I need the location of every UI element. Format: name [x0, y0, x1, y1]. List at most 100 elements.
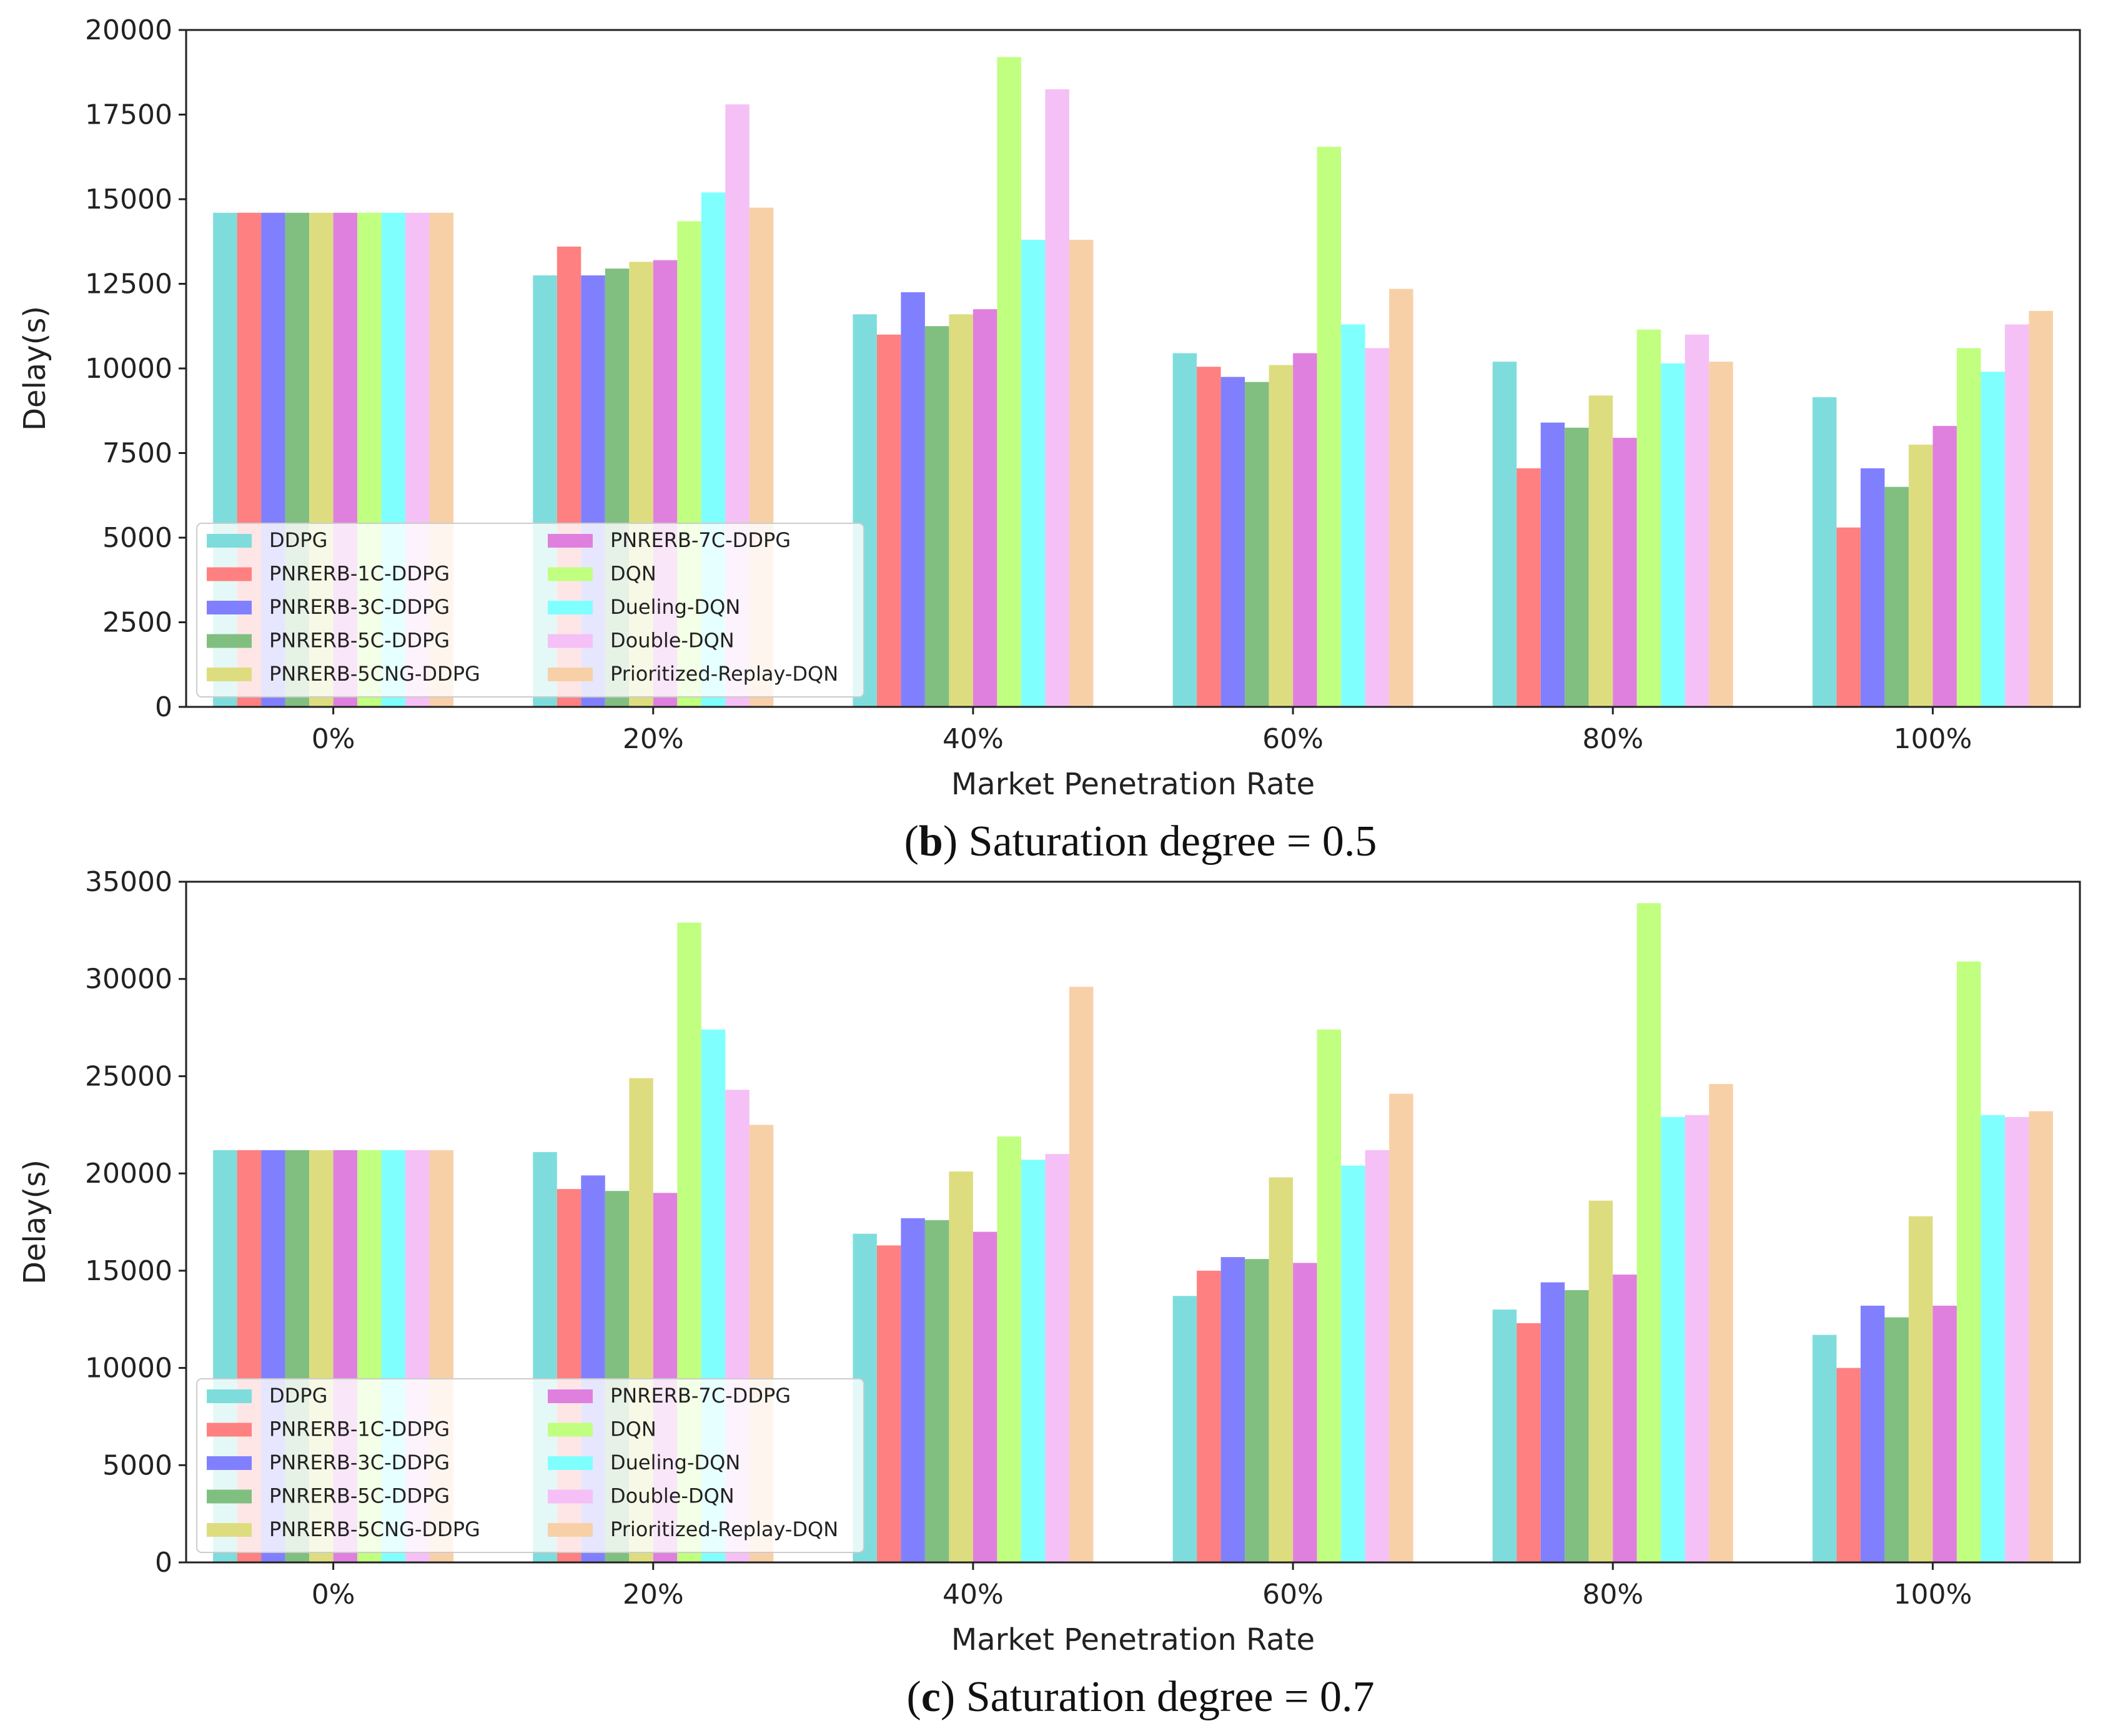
bar-dueling-dqn-40pct [1021, 240, 1046, 707]
bar-pnrerb-1c-ddpg-40pct [876, 334, 901, 707]
bar-pnrerb-7c-ddpg-40pct [972, 1231, 997, 1562]
bar-pnrerb-1c-ddpg-80pct [1517, 1323, 1541, 1562]
legend-label: Double-DQN [610, 629, 735, 653]
bar-pnrerb-1c-ddpg-60pct [1197, 1270, 1221, 1562]
legend-swatch [548, 601, 593, 614]
bar-prioritized-replay-dqn-60pct [1389, 1093, 1413, 1562]
bar-prioritized-replay-dqn-100pct [2029, 1111, 2053, 1562]
legend-swatch [548, 567, 593, 581]
chart-saturation-0.7: 0 5000 10000 15000 20000 25000 30000 35000 0% 20%… [17, 866, 2081, 1657]
legend-box [196, 523, 864, 698]
y-tick-label: 7500 [102, 438, 172, 470]
y-tick-label: 15000 [85, 1255, 172, 1287]
bar-pnrerb-5cng-ddpg-80pct [1588, 395, 1613, 707]
bar-dueling-dqn-80pct [1661, 363, 1685, 707]
y-tick-label: 20000 [85, 14, 172, 46]
bar-pnrerb-5c-ddpg-40pct [924, 1220, 949, 1562]
bar-double-dqn-80pct [1685, 334, 1710, 707]
bar-pnrerb-5cng-ddpg-40pct [949, 1171, 973, 1562]
legend-label: PNRERB-7C-DDPG [610, 1384, 791, 1408]
y-tick-label: 15000 [85, 184, 172, 215]
bar-pnrerb-1c-ddpg-100pct [1836, 527, 1861, 707]
legend-item: DQN [548, 1418, 656, 1441]
plot-frame [185, 880, 2081, 1564]
legend-item: Prioritized-Replay-DQN [548, 1517, 838, 1541]
bar-pnrerb-7c-ddpg-40pct [972, 309, 997, 708]
bar-ddpg-80pct [1492, 362, 1517, 707]
legend-swatch [548, 668, 593, 681]
y-tick-label: 5000 [102, 1449, 172, 1481]
bar-pnrerb-5cng-ddpg-100pct [1908, 1216, 1933, 1562]
legend-label: PNRERB-5C-DDPG [269, 1484, 450, 1508]
bar-double-dqn-100pct [2004, 324, 2029, 707]
legend-label: Prioritized-Replay-DQN [610, 662, 838, 686]
bar-pnrerb-5cng-ddpg-80pct [1588, 1200, 1613, 1562]
bar-dueling-dqn-80pct [1661, 1117, 1685, 1562]
x-tick-label: 0% [312, 1579, 355, 1610]
bar-pnrerb-7c-ddpg-80pct [1613, 438, 1637, 707]
legend-swatch [207, 534, 252, 548]
bar-double-dqn-60pct [1365, 348, 1390, 707]
legend-label: PNRERB-5CNG-DDPG [269, 662, 480, 686]
bar-dqn-100pct [1956, 348, 1981, 707]
bar-pnrerb-5cng-ddpg-100pct [1908, 445, 1933, 707]
legend-label: Dueling-DQN [610, 1451, 740, 1474]
bar-double-dqn-80pct [1685, 1115, 1710, 1562]
bar-dueling-dqn-60pct [1341, 1165, 1365, 1562]
legend-swatch [207, 634, 252, 648]
legend-item: Double-DQN [548, 1484, 735, 1508]
y-tick-label: 17500 [85, 99, 172, 131]
x-tick-label: 60% [1262, 1579, 1324, 1610]
bar-prioritized-replay-dqn-100pct [2029, 310, 2053, 707]
bar-pnrerb-7c-ddpg-60pct [1293, 1263, 1317, 1562]
legend-label: Double-DQN [610, 1484, 735, 1508]
bar-pnrerb-5c-ddpg-100pct [1884, 486, 1909, 707]
bar-pnrerb-7c-ddpg-100pct [1932, 1305, 1957, 1562]
bar-pnrerb-5c-ddpg-60pct [1245, 1259, 1269, 1562]
bar-pnrerb-3c-ddpg-60pct [1220, 377, 1245, 707]
y-tick-label: 5000 [102, 522, 172, 554]
x-tick-label: 60% [1262, 723, 1324, 755]
bar-pnrerb-3c-ddpg-80pct [1540, 1282, 1565, 1562]
legend-swatch [207, 1456, 252, 1470]
bar-dqn-80pct [1636, 903, 1661, 1562]
legend-label: Dueling-DQN [610, 595, 740, 619]
bar-pnrerb-3c-ddpg-40pct [901, 1218, 925, 1562]
y-tick-label: 2500 [102, 607, 172, 639]
bar-pnrerb-5cng-ddpg-60pct [1269, 365, 1294, 707]
bar-pnrerb-3c-ddpg-100pct [1860, 1305, 1885, 1562]
legend-item: Dueling-DQN [548, 1451, 740, 1474]
x-tick-label: 40% [943, 723, 1004, 755]
bar-ddpg-100pct [1812, 397, 1837, 707]
legend-item: PNRERB-7C-DDPG [548, 528, 791, 552]
caption-c: (c) Saturation degree = 0.7 [907, 1673, 1375, 1721]
bar-pnrerb-3c-ddpg-40pct [901, 292, 925, 707]
bar-pnrerb-3c-ddpg-60pct [1220, 1257, 1245, 1562]
bar-dueling-dqn-100pct [1981, 372, 2005, 707]
legend-label: PNRERB-5C-DDPG [269, 629, 450, 653]
bar-pnrerb-1c-ddpg-80pct [1517, 468, 1541, 707]
legend-item: PNRERB-1C-DDPG [207, 562, 450, 586]
legend-item: PNRERB-5CNG-DDPG [207, 662, 480, 686]
x-axis-title: Market Penetration Rate [951, 1622, 1315, 1657]
legend-swatch [548, 634, 593, 648]
legend-swatch [207, 601, 252, 614]
bar-pnrerb-7c-ddpg-100pct [1932, 426, 1957, 707]
legend-swatch [548, 1523, 593, 1537]
bar-double-dqn-60pct [1365, 1150, 1390, 1562]
legend-label: DQN [610, 562, 656, 586]
bar-prioritized-replay-dqn-40pct [1069, 240, 1094, 707]
y-axis-title: Delay(s) [17, 1160, 52, 1285]
legend-item: Double-DQN [548, 629, 735, 653]
legend-swatch [207, 1523, 252, 1537]
caption-letter: c [921, 1673, 941, 1721]
bar-dqn-60pct [1317, 147, 1342, 707]
legend-label: PNRERB-5CNG-DDPG [269, 1517, 480, 1541]
legend-item: PNRERB-5C-DDPG [207, 1484, 450, 1508]
bar-pnrerb-5c-ddpg-40pct [924, 326, 949, 708]
bar-prioritized-replay-dqn-40pct [1069, 987, 1094, 1562]
legend-swatch [207, 668, 252, 681]
legend-label: PNRERB-7C-DDPG [610, 528, 791, 552]
x-tick-label: 0% [312, 723, 355, 755]
bar-dqn-100pct [1956, 961, 1981, 1562]
